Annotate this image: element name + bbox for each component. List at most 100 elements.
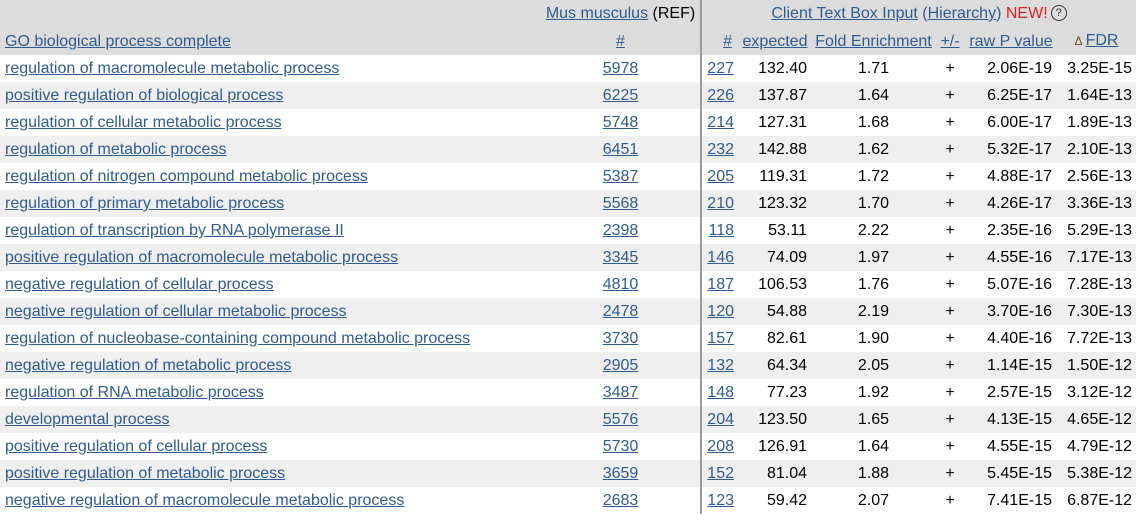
raw-p-cell: 4.13E-15	[965, 406, 1057, 433]
raw-p-cell: 4.55E-16	[965, 244, 1057, 271]
table-row: regulation of transcription by RNA polym…	[0, 217, 1136, 244]
count-link[interactable]: 118	[708, 222, 734, 239]
table-row: regulation of nucleobase-containing comp…	[0, 325, 1136, 352]
ref-header: Mus musculus (REF)	[541, 0, 701, 27]
ref-count-link[interactable]: 3659	[602, 465, 639, 482]
ref-count-link[interactable]: 5576	[602, 411, 639, 428]
ref-count-link[interactable]: 3345	[602, 249, 639, 266]
ref-count-link[interactable]: 5387	[602, 168, 639, 185]
go-term-link[interactable]: regulation of primary metabolic process	[5, 195, 285, 212]
ref-count-link[interactable]: 2905	[602, 357, 639, 374]
sign-cell: +	[935, 55, 965, 82]
go-term-link[interactable]: regulation of transcription by RNA polym…	[5, 222, 344, 239]
count-link[interactable]: 123	[707, 492, 734, 509]
go-term-link[interactable]: regulation of macromolecule metabolic pr…	[5, 60, 340, 77]
count-cell: 157	[701, 325, 738, 352]
ref-count-link[interactable]: 5978	[602, 60, 639, 77]
ref-count-link[interactable]: 2478	[602, 303, 639, 320]
count-link[interactable]: 214	[707, 114, 734, 131]
count-link[interactable]: 205	[707, 168, 734, 185]
go-term-link[interactable]: negative regulation of metabolic process	[5, 357, 292, 374]
expected-cell: 119.31	[738, 163, 812, 190]
go-term-link[interactable]: positive regulation of metabolic process	[5, 465, 286, 482]
client-input-link[interactable]: Client Text Box Input	[771, 5, 918, 22]
ref-count-cell: 6451	[541, 136, 701, 163]
count-cell: 123	[701, 487, 738, 514]
fdr-cell: 6.87E-12	[1057, 487, 1136, 514]
go-term-link[interactable]: regulation of nitrogen compound metaboli…	[5, 168, 368, 185]
fold-enrichment-cell: 1.62	[812, 136, 935, 163]
go-term-link[interactable]: developmental process	[5, 411, 170, 428]
go-term-link[interactable]: positive regulation of biological proces…	[5, 87, 284, 104]
count-link[interactable]: 232	[707, 141, 734, 158]
ref-count-cell: 5387	[541, 163, 701, 190]
term-cell: regulation of transcription by RNA polym…	[0, 217, 541, 244]
term-cell: regulation of nitrogen compound metaboli…	[0, 163, 541, 190]
raw-p-cell: 4.40E-16	[965, 325, 1057, 352]
go-term-link[interactable]: negative regulation of macromolecule met…	[5, 492, 405, 509]
sort-by-ref-count-link[interactable]: #	[616, 32, 625, 50]
count-link[interactable]: 152	[707, 465, 734, 482]
count-link[interactable]: 157	[707, 330, 734, 347]
go-term-link[interactable]: regulation of metabolic process	[5, 141, 227, 158]
sign-cell: +	[935, 379, 965, 406]
ref-count-link[interactable]: 6451	[602, 141, 639, 158]
hierarchy-link[interactable]: Hierarchy	[927, 5, 997, 22]
term-cell: regulation of nucleobase-containing comp…	[0, 325, 541, 352]
sort-by-count-link[interactable]: #	[723, 32, 732, 50]
ref-species-link[interactable]: Mus musculus	[545, 5, 649, 22]
table-row: regulation of metabolic process 6451 232 14…	[0, 136, 1136, 163]
count-link[interactable]: 208	[707, 438, 734, 455]
expected-column-header: expected	[738, 27, 812, 55]
go-term-link[interactable]: positive regulation of macromolecule met…	[5, 249, 399, 266]
table-row: regulation of nitrogen compound metaboli…	[0, 163, 1136, 190]
ref-count-cell: 5568	[541, 190, 701, 217]
count-link[interactable]: 204	[707, 411, 734, 428]
go-term-link[interactable]: negative regulation of cellular metaboli…	[5, 303, 347, 320]
count-link[interactable]: 120	[707, 303, 734, 320]
count-link[interactable]: 148	[707, 384, 734, 401]
go-term-link[interactable]: regulation of cellular metabolic process	[5, 114, 282, 131]
ref-count-link[interactable]: 6225	[602, 87, 639, 104]
ref-count-link[interactable]: 2683	[602, 492, 639, 509]
ref-count-link[interactable]: 3487	[602, 384, 639, 401]
ref-count-link[interactable]: 2398	[602, 222, 639, 239]
count-link[interactable]: 227	[707, 60, 734, 77]
sign-cell: +	[935, 217, 965, 244]
term-cell: positive regulation of biological proces…	[0, 82, 541, 109]
sort-by-sign-link[interactable]: +/-	[940, 32, 960, 50]
ref-count-link[interactable]: 5748	[602, 114, 639, 131]
ref-count-link[interactable]: 3730	[602, 330, 639, 347]
sort-by-raw-p-link[interactable]: raw P value	[969, 32, 1053, 50]
table-row: negative regulation of cellular process 4…	[0, 271, 1136, 298]
ref-count-link[interactable]: 5730	[602, 438, 639, 455]
go-term-link[interactable]: regulation of RNA metabolic process	[5, 384, 264, 401]
go-term-link[interactable]: negative regulation of cellular process	[5, 276, 274, 293]
count-link[interactable]: 187	[707, 276, 734, 293]
sort-by-fdr-link[interactable]: FDR	[1085, 32, 1119, 49]
sort-by-fold-link[interactable]: Fold Enrichment	[815, 32, 932, 50]
help-icon[interactable]: ?	[1050, 5, 1067, 21]
header-blank	[0, 0, 541, 27]
count-cell: 148	[701, 379, 738, 406]
ref-count-link[interactable]: 4810	[602, 276, 639, 293]
go-term-link[interactable]: regulation of nucleobase-containing comp…	[5, 330, 471, 347]
term-cell: regulation of macromolecule metabolic pr…	[0, 55, 541, 82]
fold-enrichment-cell: 1.97	[812, 244, 935, 271]
raw-p-cell: 5.07E-16	[965, 271, 1057, 298]
go-term-link[interactable]: positive regulation of cellular process	[5, 438, 268, 455]
raw-p-cell: 4.55E-15	[965, 433, 1057, 460]
count-link[interactable]: 226	[707, 87, 734, 104]
sort-by-term-link[interactable]: GO biological process complete	[5, 32, 231, 50]
sort-by-expected-link[interactable]: expected	[742, 32, 808, 50]
count-link[interactable]: 146	[707, 249, 734, 266]
ref-count-link[interactable]: 5568	[602, 195, 639, 212]
count-link[interactable]: 132	[707, 357, 734, 374]
expected-cell: 142.88	[738, 136, 812, 163]
table-row: positive regulation of metabolic process…	[0, 460, 1136, 487]
term-cell: positive regulation of metabolic process	[0, 460, 541, 487]
sign-cell: +	[935, 136, 965, 163]
count-link[interactable]: 210	[707, 195, 734, 212]
fdr-cell: 2.56E-13	[1057, 163, 1136, 190]
count-cell: 204	[701, 406, 738, 433]
